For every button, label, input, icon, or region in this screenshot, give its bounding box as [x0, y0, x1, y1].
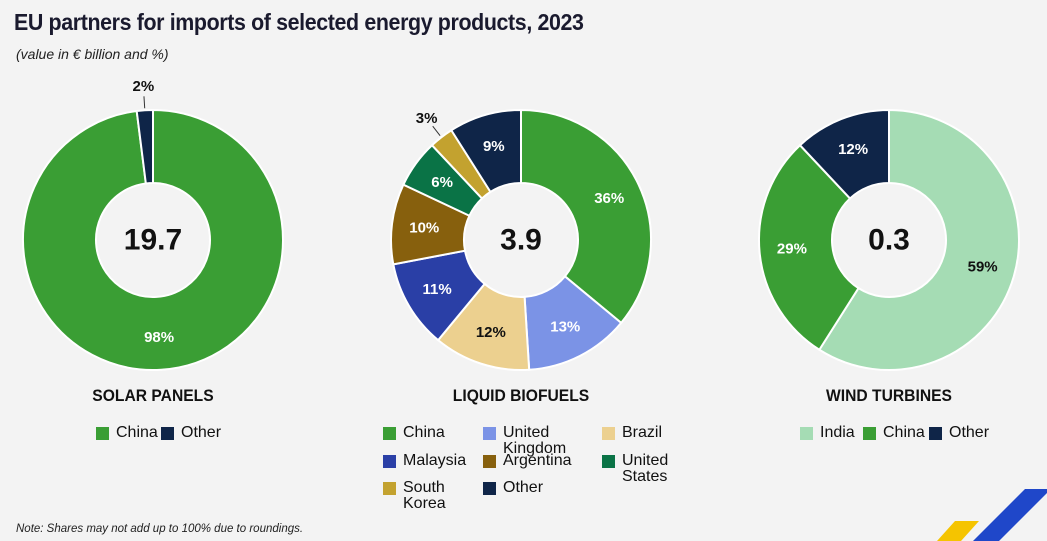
- wind-turbines-slice-india: [817, 108, 1020, 371]
- legend-swatch: [96, 427, 109, 440]
- wind-turbines-legend-item-other: Other: [929, 425, 989, 441]
- legend-label: India: [820, 424, 855, 441]
- legend-swatch: [863, 427, 876, 440]
- solar-panels-value-label-china: 98%: [144, 329, 174, 346]
- liquid-biofuels-value-label-malaysia: 11%: [422, 281, 451, 298]
- legend-label: Brazil: [622, 424, 663, 441]
- liquid-biofuels-total-value: 3.9: [500, 224, 542, 257]
- legend-label: China: [116, 424, 158, 441]
- eurostat-logo-icon: [937, 489, 1047, 541]
- solar-panels-total-value: 19.7: [124, 224, 182, 257]
- solar-panels-legend-item-other: Other: [161, 425, 221, 441]
- wind-turbines-slice-other: [798, 108, 890, 200]
- solar-panels-value-label-other: 2%: [132, 78, 154, 95]
- wind-turbines-value-label-india: 59%: [968, 259, 998, 276]
- liquid-biofuels-value-label-united-kingdom: 13%: [550, 318, 580, 335]
- legend-label: China: [883, 424, 925, 441]
- legend-swatch: [383, 482, 396, 495]
- legend-swatch: [483, 482, 496, 495]
- solar-panels-leader-line-other: [143, 96, 146, 109]
- legend-swatch: [383, 427, 396, 440]
- liquid-biofuels-legend-item-other: Other: [483, 480, 543, 496]
- solar-panels-slice-china: [22, 108, 284, 371]
- legend-swatch: [383, 455, 396, 468]
- liquid-biofuels-legend-item-brazil: Brazil: [602, 425, 662, 441]
- liquid-biofuels-value-label-other: 9%: [483, 138, 505, 155]
- legend-swatch: [602, 427, 615, 440]
- liquid-biofuels-legend-item-argentina: Argentina: [483, 453, 572, 469]
- liquid-biofuels-value-label-south-korea: 3%: [416, 110, 438, 127]
- legend-label: Argentina: [503, 452, 572, 469]
- wind-turbines-slice-china: [758, 143, 860, 352]
- wind-turbines-label: WIND TURBINES: [825, 386, 952, 405]
- liquid-biofuels-legend-item-united-kingdom: United Kingdom: [483, 425, 583, 457]
- liquid-biofuels-slice-china: [520, 108, 652, 325]
- solar-panels-slice-other: [135, 108, 154, 185]
- liquid-biofuels-legend-item-malaysia: Malaysia: [383, 453, 466, 469]
- legend-swatch: [483, 427, 496, 440]
- legend-swatch: [929, 427, 942, 440]
- solar-panels-label: SOLAR PANELS: [92, 386, 214, 405]
- legend-swatch: [161, 427, 174, 440]
- liquid-biofuels-slice-other: [449, 108, 522, 194]
- legend-label: Malaysia: [403, 452, 467, 469]
- legend-label: Other: [181, 424, 222, 441]
- liquid-biofuels-leader-line-south-korea: [432, 125, 441, 137]
- footnote: Note: Shares may not add up to 100% due …: [16, 523, 304, 535]
- liquid-biofuels-legend-item-south-korea: South Korea: [383, 480, 483, 512]
- legend-swatch: [602, 455, 615, 468]
- legend-swatch: [800, 427, 813, 440]
- wind-turbines-total-value: 0.3: [868, 224, 910, 257]
- liquid-biofuels-value-label-china: 36%: [594, 190, 624, 207]
- chart-subtitle: (value in € billion and %): [16, 46, 169, 62]
- liquid-biofuels-value-label-argentina: 10%: [409, 219, 439, 236]
- wind-turbines-value-label-china: 29%: [777, 241, 807, 258]
- solar-panels-legend-item-china: China: [96, 425, 158, 441]
- liquid-biofuels-label: LIQUID BIOFUELS: [452, 386, 590, 405]
- legend-swatch: [483, 455, 496, 468]
- liquid-biofuels-legend-item-china: China: [383, 425, 445, 441]
- wind-turbines-legend-item-china: China: [863, 425, 925, 441]
- wind-turbines-value-label-other: 12%: [838, 141, 868, 158]
- wind-turbines-legend-item-india: India: [800, 425, 855, 441]
- chart-title: EU partners for imports of selected ener…: [14, 9, 584, 35]
- legend-label: South Korea: [403, 479, 446, 512]
- legend-label: Other: [503, 479, 544, 496]
- liquid-biofuels-value-label-united-states: 6%: [431, 174, 453, 191]
- legend-label: Other: [949, 424, 990, 441]
- liquid-biofuels-legend-item-united-states: United States: [602, 453, 672, 485]
- liquid-biofuels-value-label-brazil: 12%: [476, 324, 506, 341]
- legend-label: United States: [622, 452, 669, 485]
- legend-label: China: [403, 424, 445, 441]
- legend-label: United Kingdom: [503, 424, 567, 457]
